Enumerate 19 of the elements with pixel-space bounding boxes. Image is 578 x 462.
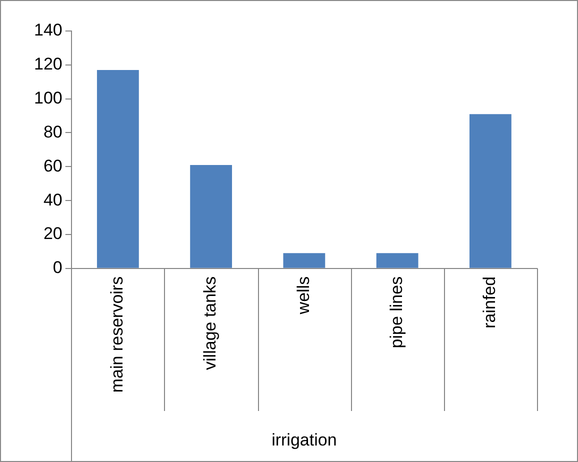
bar: [96, 70, 139, 268]
y-tick-label: 0: [52, 258, 62, 278]
bar: [283, 253, 326, 268]
x-tick-label: village tanks: [200, 276, 220, 370]
y-tick-label: 120: [34, 54, 62, 74]
bar: [190, 164, 232, 268]
y-tick-label: 100: [34, 88, 62, 108]
bar: [376, 253, 418, 268]
y-tick-label: 80: [43, 122, 62, 142]
x-tick-label: wells: [294, 276, 313, 316]
y-tick-label: 60: [43, 156, 62, 176]
y-tick-label: 40: [43, 190, 62, 210]
x-tick-label: main reservoirs: [108, 276, 127, 393]
y-tick-label: 140: [34, 20, 62, 40]
x-tick-label: pipe lines: [386, 276, 406, 348]
bar: [469, 114, 512, 268]
x-axis-title: irrigation: [272, 430, 337, 450]
x-tick-label: rainfed: [480, 276, 500, 328]
y-tick-label: 20: [43, 224, 62, 244]
